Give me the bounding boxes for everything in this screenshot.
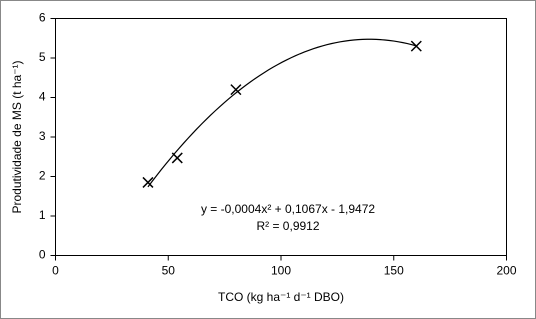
data-point [171,152,183,164]
y-tick-label: 5 [39,50,46,64]
data-point [410,40,422,52]
x-tick-label: 50 [162,264,176,278]
data-point [142,176,154,188]
y-tick-label: 1 [39,208,46,222]
y-tick-label: 3 [39,129,46,143]
x-tick-label: 150 [384,264,404,278]
x-tick-label: 100 [271,264,291,278]
trendline-r-squared: R² = 0,9912 [256,219,319,233]
y-tick-label: 6 [39,11,46,25]
y-tick-label: 0 [39,248,46,262]
y-axis-label: Produtividade de MS (t ha⁻¹) [10,60,24,213]
data-point [230,84,242,96]
y-tick-label: 4 [39,90,46,104]
trendline [147,38,417,188]
trendline-equation: y = -0,0004x² + 0,1067x - 1,9472 [201,202,375,216]
x-tick-label: 0 [52,264,59,278]
y-tick-label: 2 [39,169,46,183]
x-tick-label: 200 [496,264,516,278]
x-axis-label: TCO (kg ha⁻¹ d⁻¹ DBO) [218,290,344,304]
